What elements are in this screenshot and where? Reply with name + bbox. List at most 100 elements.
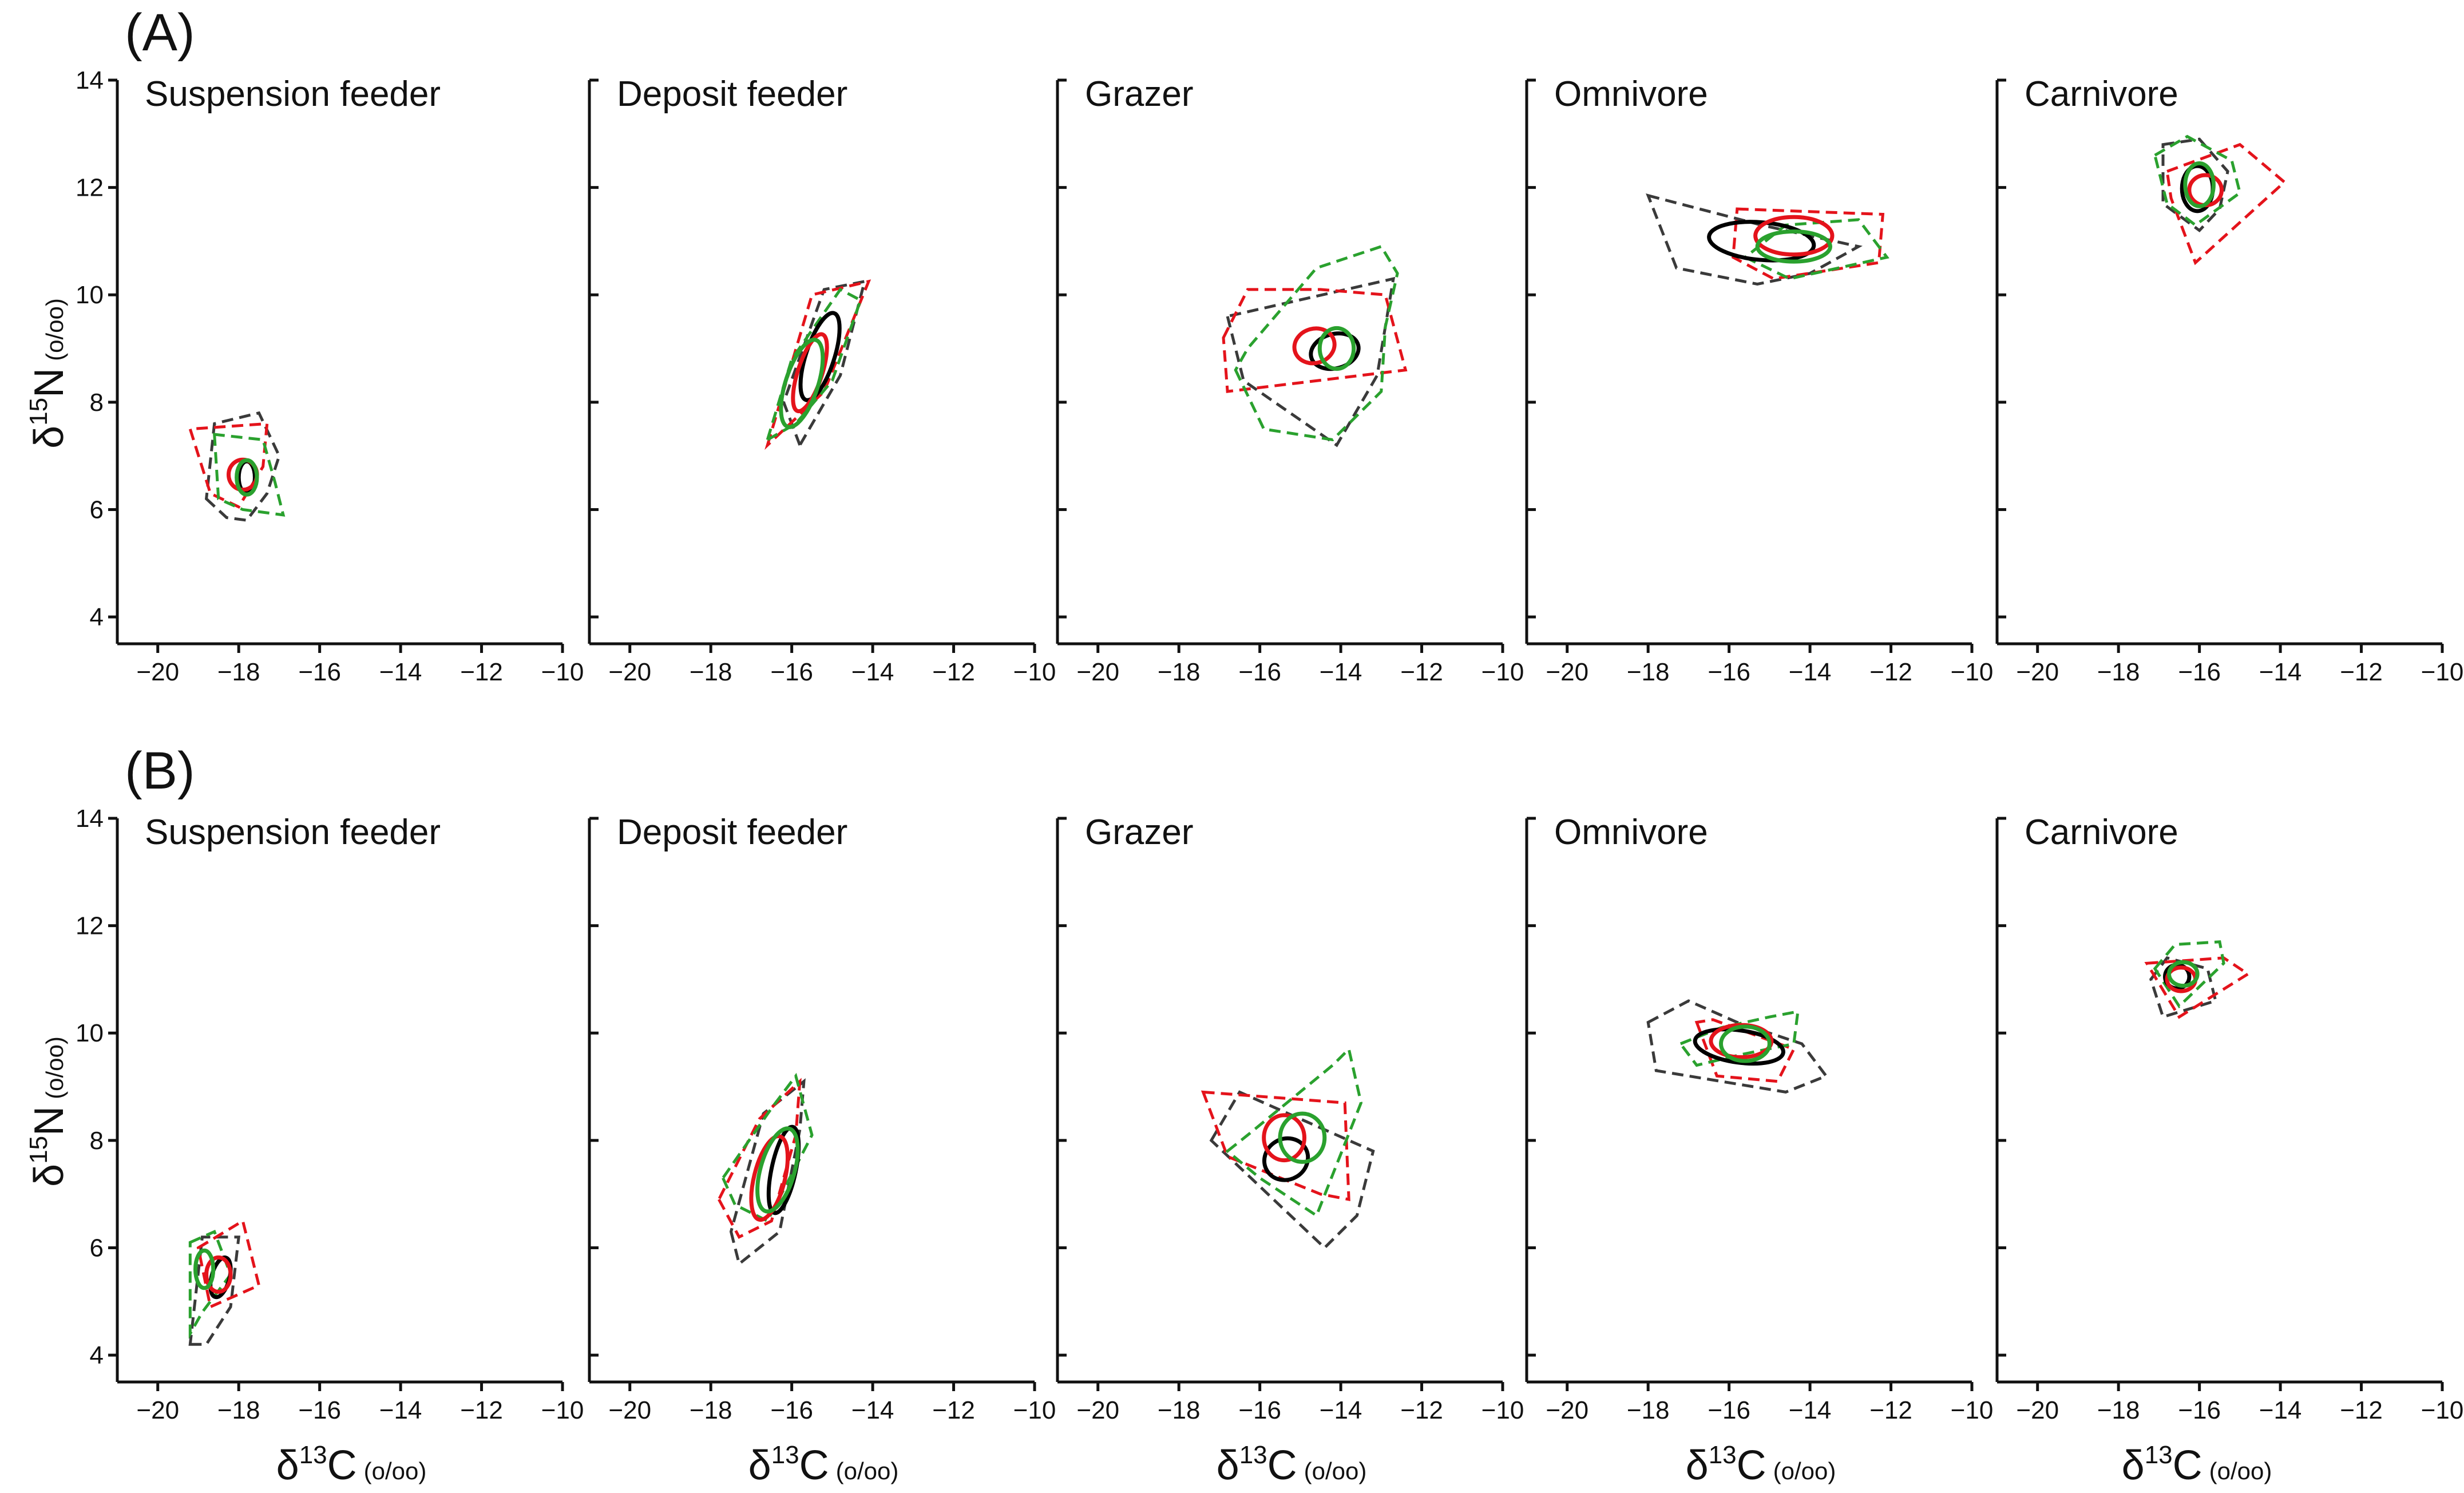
y-axis-sup: 15	[25, 1136, 53, 1164]
standard-ellipse-red	[749, 1134, 790, 1222]
panel-title: Deposit feeder	[617, 74, 847, 114]
x-axis-element: C	[799, 1443, 829, 1488]
convex-hull-red	[188, 422, 269, 509]
panel-4: −20 −18 −16 −14 −12 −10 Omnivore δ13C (o/oo)	[1525, 813, 1994, 1488]
x-tick-label: −20	[1546, 1396, 1588, 1424]
convex-hull-dark_gray	[2149, 956, 2217, 1019]
x-tick-label: −20	[2016, 658, 2059, 686]
x-tick-label: −16	[298, 1396, 341, 1424]
x-tick-label: −10	[1013, 1396, 1056, 1424]
x-axis-unit: (o/oo)	[364, 1458, 427, 1484]
panel-2: −20 −18 −16 −14 −12 −10 Deposit feeder δ13C (o/o…	[588, 813, 1056, 1488]
x-tick-label: −14	[1320, 1396, 1362, 1424]
x-tick-label: −14	[2259, 658, 2302, 686]
convex-hull-red	[1201, 1090, 1350, 1202]
x-tick-label: −16	[1238, 658, 1281, 686]
standard-ellipse-red	[2187, 173, 2224, 208]
x-tick-label: −14	[379, 1396, 422, 1424]
x-tick-label: −14	[1789, 1396, 1832, 1424]
x-tick-label: −14	[851, 658, 894, 686]
panel-title: Suspension feeder	[145, 74, 441, 114]
y-tick-label: 4	[90, 603, 104, 631]
y-tick-label: 14	[76, 66, 104, 94]
x-axis-element: C	[327, 1443, 357, 1488]
x-tick-label: −10	[1013, 658, 1056, 686]
x-axis-delta: δ	[1686, 1443, 1709, 1488]
panel-title: Deposit feeder	[617, 813, 847, 852]
x-tick-label: −20	[2016, 1396, 2059, 1424]
convex-hull-green	[213, 433, 286, 517]
standard-ellipse-green	[1278, 1111, 1327, 1164]
convex-hull-green	[2153, 134, 2242, 227]
panel-1: 4 6 8 10 12 14 −20 −18 −16 −14 −12 −10 Suspension fe…	[76, 66, 584, 686]
x-tick-label: −20	[136, 1396, 179, 1424]
panel-title: Carnivore	[2025, 813, 2178, 852]
y-tick-label: 12	[76, 912, 104, 940]
x-axis-sup: 13	[1239, 1441, 1267, 1469]
y-axis-element: N	[26, 1106, 72, 1136]
x-axis-title: δ13C (o/oo)	[748, 1441, 899, 1488]
convex-hull-red	[2165, 142, 2287, 266]
x-tick-label: −12	[1400, 658, 1443, 686]
x-axis-unit: (o/oo)	[1773, 1458, 1836, 1484]
x-tick-label: −18	[1627, 1396, 1670, 1424]
convex-hull-dark_gray	[2161, 137, 2229, 233]
x-tick-label: −18	[1158, 1396, 1201, 1424]
x-tick-label: −20	[608, 1396, 651, 1424]
x-axis-element: C	[2173, 1443, 2202, 1488]
x-tick-label: −10	[1481, 658, 1524, 686]
x-tick-label: −12	[932, 658, 975, 686]
y-tick-label: 14	[76, 805, 104, 833]
x-tick-label: −16	[1708, 1396, 1750, 1424]
y-tick-label: 4	[90, 1341, 104, 1369]
x-axis-unit: (o/oo)	[1304, 1458, 1367, 1484]
row-label: (A)	[125, 3, 195, 62]
x-axis-delta: δ	[748, 1443, 771, 1488]
x-tick-label: −14	[379, 658, 422, 686]
x-tick-label: −20	[136, 658, 179, 686]
x-axis-element: C	[1737, 1443, 1766, 1488]
convex-hull-green	[1225, 1046, 1363, 1218]
x-tick-label: −10	[1951, 658, 1994, 686]
x-tick-label: −16	[2178, 1396, 2221, 1424]
y-axis-unit: (o/oo)	[41, 1036, 68, 1099]
x-tick-label: −10	[1951, 1396, 1994, 1424]
x-axis-title: δ13C (o/oo)	[1686, 1441, 1836, 1488]
x-tick-label: −14	[2259, 1396, 2302, 1424]
x-axis-sup: 13	[771, 1441, 799, 1469]
x-axis-unit: (o/oo)	[836, 1458, 899, 1484]
convex-hull-green	[1742, 218, 1889, 280]
standard-ellipse-black	[1262, 1136, 1310, 1182]
x-tick-label: −16	[770, 658, 813, 686]
x-tick-label: −10	[1481, 1396, 1524, 1424]
panel-1: 4 6 8 10 12 14 −20 −18 −16 −14 −12 −10 Suspension fe…	[76, 805, 584, 1488]
x-axis-delta: δ	[2122, 1443, 2145, 1488]
x-tick-label: −10	[2421, 1396, 2464, 1424]
panel-title: Grazer	[1085, 74, 1193, 114]
x-tick-label: −14	[1320, 658, 1362, 686]
standard-ellipse-green	[779, 338, 825, 429]
y-axis-sup: 15	[25, 398, 53, 426]
x-tick-label: −16	[1238, 1396, 1281, 1424]
x-tick-label: −18	[217, 658, 260, 686]
x-tick-label: −20	[1546, 658, 1588, 686]
x-tick-label: −20	[1076, 1396, 1119, 1424]
x-tick-label: −16	[770, 1396, 813, 1424]
standard-ellipse-black	[1693, 1027, 1785, 1066]
panel-title: Omnivore	[1554, 74, 1708, 114]
x-tick-label: −10	[2421, 658, 2464, 686]
x-tick-label: −16	[2178, 658, 2221, 686]
x-tick-label: −10	[541, 1396, 584, 1424]
standard-ellipse-green	[2183, 161, 2216, 208]
standard-ellipse-red	[1292, 326, 1337, 366]
y-tick-label: 8	[90, 389, 104, 417]
x-tick-label: −12	[1869, 658, 1912, 686]
convex-hull-dark_gray	[1226, 276, 1396, 447]
convex-hull-dark_gray	[1646, 999, 1829, 1094]
x-tick-label: −18	[690, 658, 732, 686]
standard-ellipse-red	[1753, 215, 1835, 257]
y-tick-label: 10	[76, 281, 104, 309]
x-tick-label: −18	[1158, 658, 1201, 686]
